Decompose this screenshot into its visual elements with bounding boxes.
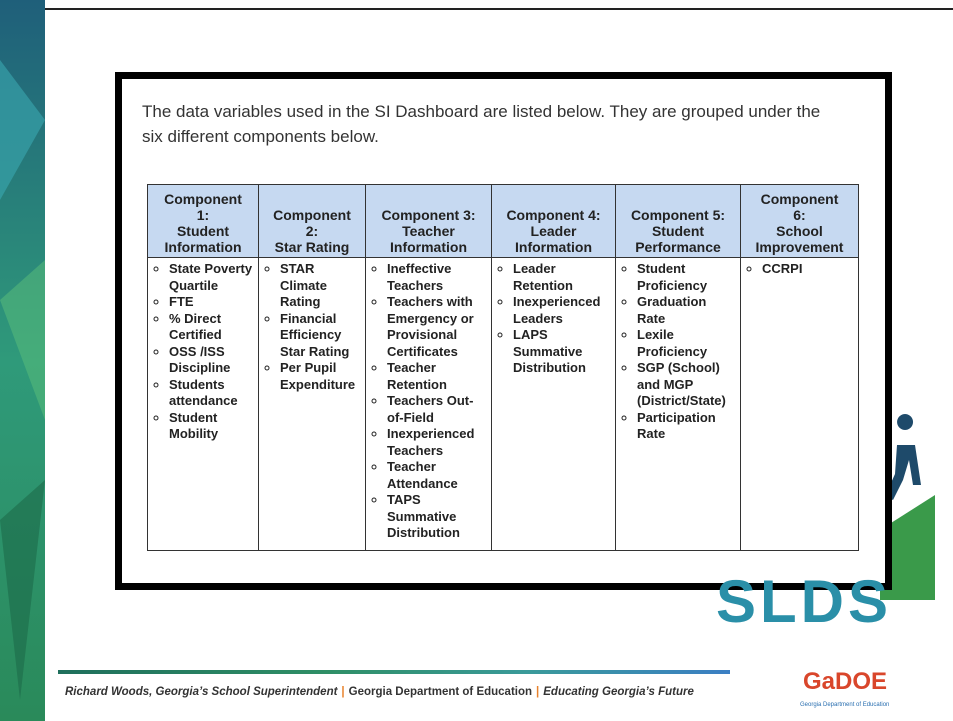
variable-item: OSS /ISS Discipline bbox=[169, 344, 255, 377]
header-line: 1: bbox=[196, 207, 210, 223]
variable-list: Leader RetentionInexperienced LeadersLAP… bbox=[495, 261, 612, 377]
header-line: Component 4: bbox=[506, 207, 601, 223]
header-line: 2: bbox=[305, 223, 319, 239]
header-line: Component bbox=[164, 191, 242, 207]
column-header: Component 3: Teacher Information bbox=[365, 184, 492, 258]
variable-item: Teachers Out-of-Field bbox=[387, 393, 488, 426]
column-cell: Ineffective TeachersTeachers with Emerge… bbox=[365, 257, 492, 551]
variable-item: Inexperienced Teachers bbox=[387, 426, 488, 459]
intro-text: The data variables used in the SI Dashbo… bbox=[142, 102, 821, 146]
variable-item: Teacher Retention bbox=[387, 360, 488, 393]
column-header: Component 6: School Improvement bbox=[740, 184, 859, 258]
variable-item: Student Proficiency bbox=[637, 261, 737, 294]
header-line: Performance bbox=[635, 239, 721, 255]
components-table: Component 1: Student Information Component 2:… bbox=[147, 184, 859, 551]
variable-item: Student Mobility bbox=[169, 410, 255, 443]
column-header: Component 5: Student Performance bbox=[615, 184, 741, 258]
footer: Richard Woods, Georgia’s School Superint… bbox=[65, 686, 694, 698]
variable-item: TAPS Summative Distribution bbox=[387, 492, 488, 542]
variable-item: % Direct Certified bbox=[169, 311, 255, 344]
variable-item: FTE bbox=[169, 294, 255, 311]
footer-person: Richard Woods, Georgia’s School Superint… bbox=[65, 686, 338, 698]
variable-item: Inexperienced Leaders bbox=[513, 294, 612, 327]
column-header: Component 1: Student Information bbox=[147, 184, 259, 258]
header-line: Component bbox=[273, 207, 351, 223]
variable-item: Teachers with Emergency or Provisional C… bbox=[387, 294, 488, 360]
gadoe-logo: GaDOE bbox=[803, 668, 888, 695]
header-line: Information bbox=[164, 239, 242, 255]
variable-item: Lexile Proficiency bbox=[637, 327, 737, 360]
header-row: Component 1: Student Information Component 2:… bbox=[147, 184, 859, 258]
top-rule bbox=[45, 8, 953, 10]
header-line: Student bbox=[651, 223, 705, 239]
header-line: Leader bbox=[530, 223, 577, 239]
variable-list: CCRPI bbox=[744, 261, 855, 278]
footer-bar bbox=[58, 670, 730, 674]
column-cell: STAR Climate RatingFinancial Efficiency … bbox=[258, 257, 366, 551]
variable-item: Graduation Rate bbox=[637, 294, 737, 327]
separator: | bbox=[341, 686, 345, 698]
variable-item: STAR Climate Rating bbox=[280, 261, 362, 311]
header-line: Information bbox=[390, 239, 467, 255]
header-line: School bbox=[776, 223, 823, 239]
footer-org: Georgia Department of Education bbox=[348, 686, 533, 698]
variable-item: Ineffective Teachers bbox=[387, 261, 488, 294]
variable-list: Student ProficiencyGraduation RateLexile… bbox=[619, 261, 737, 443]
column-cell: Leader RetentionInexperienced LeadersLAP… bbox=[491, 257, 616, 551]
column-header: Component 2: Star Rating bbox=[258, 184, 366, 258]
variable-item: LAPS Summative Distribution bbox=[513, 327, 612, 377]
column-cell: CCRPI bbox=[740, 257, 859, 551]
gadoe-caption: Georgia Department of Education bbox=[800, 702, 890, 708]
variable-item: Financial Efficiency Star Rating bbox=[280, 311, 362, 361]
header-line: Component 5: bbox=[630, 207, 726, 223]
header-line: Student bbox=[176, 223, 230, 239]
header-line: Component bbox=[760, 191, 839, 207]
variable-list: State Poverty QuartileFTE% Direct Certif… bbox=[151, 261, 255, 443]
separator: | bbox=[536, 686, 540, 698]
header-line: Component 3: bbox=[381, 207, 476, 223]
footer-motto: Educating Georgia’s Future bbox=[543, 686, 694, 698]
variable-item: Teacher Attendance bbox=[387, 459, 488, 492]
column-header: Component 4: Leader Information bbox=[491, 184, 616, 258]
variable-item: State Poverty Quartile bbox=[169, 261, 255, 294]
content-frame: The data variables used in the SI Dashbo… bbox=[115, 72, 892, 590]
variable-list: STAR Climate RatingFinancial Efficiency … bbox=[262, 261, 362, 393]
header-line: Star Rating bbox=[274, 239, 350, 255]
header-line: Teacher bbox=[402, 223, 455, 239]
variable-list: Ineffective TeachersTeachers with Emerge… bbox=[369, 261, 488, 542]
header-line: 6: bbox=[793, 207, 806, 223]
variable-item: CCRPI bbox=[762, 261, 855, 278]
variable-item: Leader Retention bbox=[513, 261, 612, 294]
slds-logo: SLDS bbox=[716, 568, 893, 635]
variable-item: SGP (School) and MGP (District/State) bbox=[637, 360, 737, 410]
header-line: Improvement bbox=[755, 239, 844, 255]
column-cell: Student ProficiencyGraduation RateLexile… bbox=[615, 257, 741, 551]
variable-item: Students attendance bbox=[169, 377, 255, 410]
body-row: State Poverty QuartileFTE% Direct Certif… bbox=[147, 257, 859, 551]
column-cell: State Poverty QuartileFTE% Direct Certif… bbox=[147, 257, 259, 551]
variable-item: Participation Rate bbox=[637, 410, 737, 443]
variable-item: Per Pupil Expenditure bbox=[280, 360, 362, 393]
header-line: Information bbox=[515, 239, 592, 255]
